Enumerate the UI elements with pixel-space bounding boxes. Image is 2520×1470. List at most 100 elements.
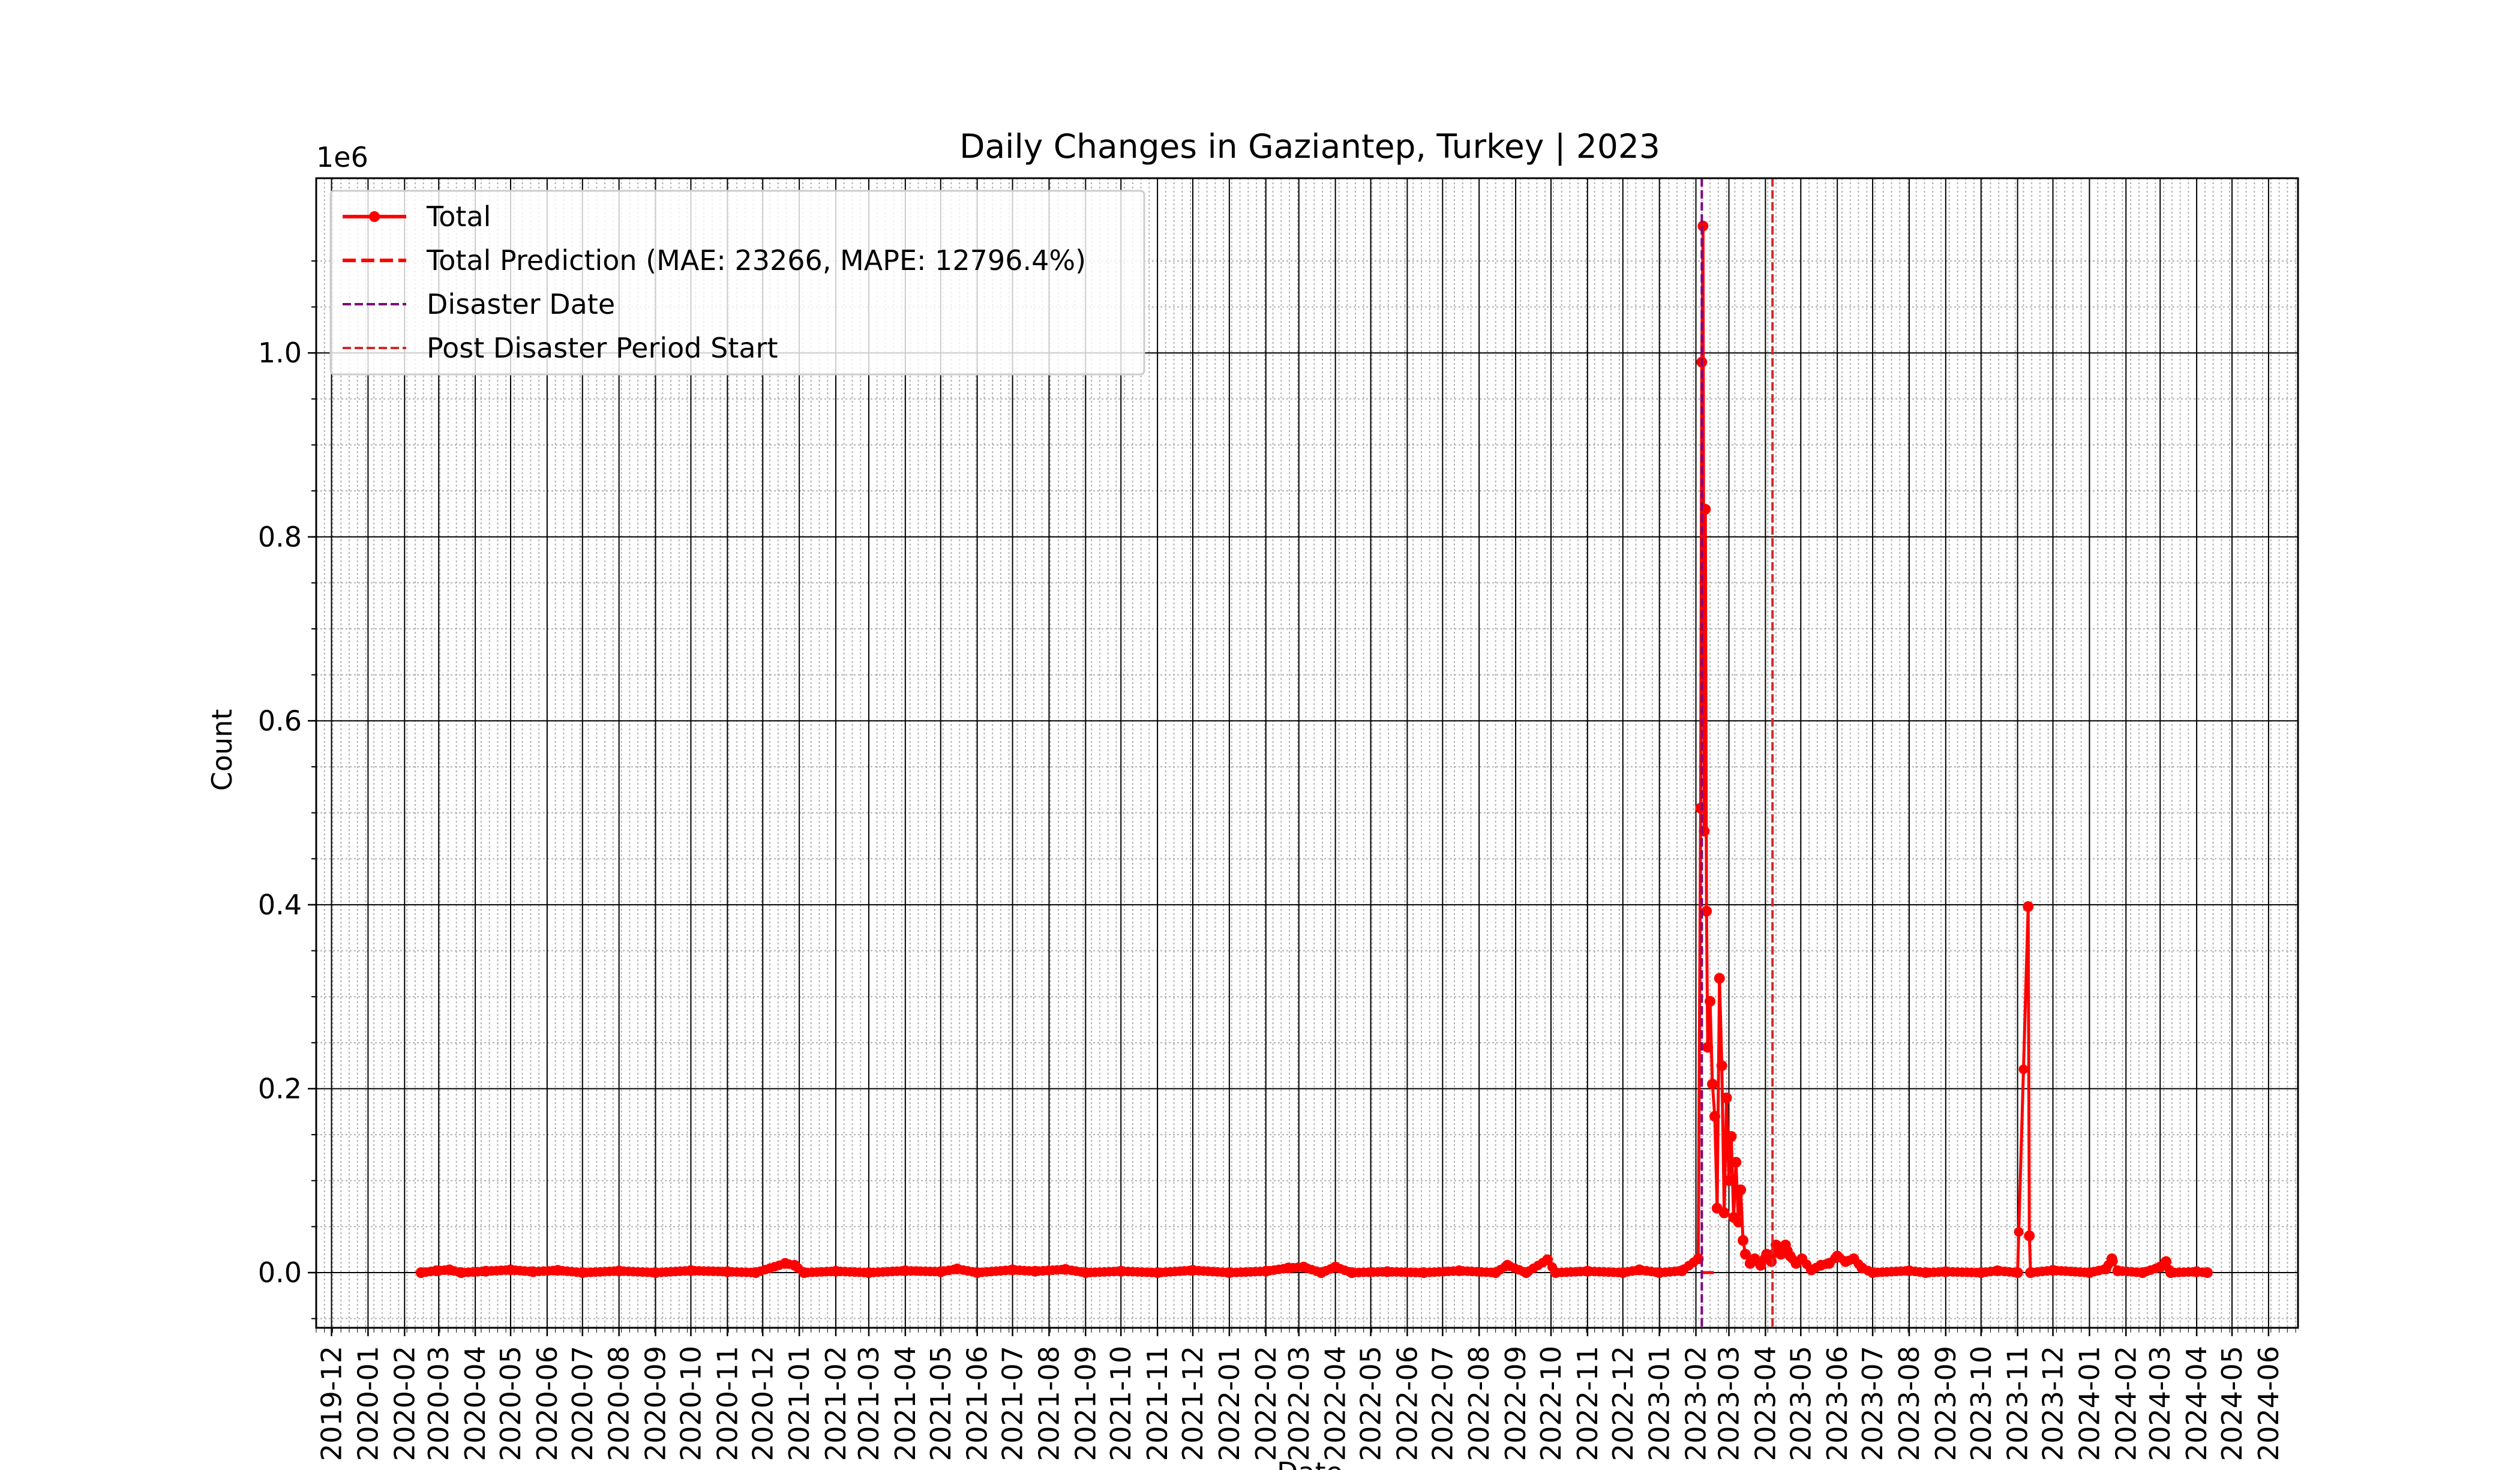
data-point-total	[2024, 1230, 2035, 1241]
data-point-total	[415, 1267, 427, 1279]
x-tick-label: 2020-07	[566, 1346, 599, 1461]
data-point-total	[1903, 1265, 1915, 1276]
x-tick-label: 2021-09	[1069, 1346, 1102, 1461]
data-point-total	[1418, 1267, 1429, 1279]
data-point-total	[1699, 826, 1710, 837]
x-tick-label: 2022-03	[1283, 1346, 1315, 1461]
data-point-total	[1654, 1267, 1665, 1279]
data-point-total	[2023, 901, 2034, 912]
data-point-total	[1453, 1265, 1465, 1276]
data-point-total	[1815, 1259, 1826, 1271]
legend: Total Total Prediction (MAE: 23266, MAPE…	[329, 190, 1145, 376]
data-point-total	[1676, 1265, 1687, 1276]
data-point-total	[1115, 1265, 1127, 1277]
legend-entry-prediction: Total Prediction (MAE: 23266, MAPE: 1279…	[343, 244, 1086, 277]
data-point-total	[1550, 1267, 1561, 1279]
data-point-total	[1714, 973, 1725, 984]
data-point-total	[722, 1266, 733, 1277]
data-point-total	[1707, 1078, 1718, 1090]
data-point-total	[2161, 1256, 2172, 1267]
x-tick-label: 2022-05	[1355, 1346, 1387, 1461]
data-point-total	[1490, 1267, 1501, 1279]
x-tick-label: 2024-03	[2144, 1346, 2176, 1461]
data-point-total	[1502, 1259, 1513, 1271]
legend-label-post-disaster: Post Disaster Period Start	[427, 332, 778, 364]
data-point-total	[2084, 1267, 2095, 1279]
data-point-total	[1730, 1157, 1742, 1168]
chart-title: Daily Changes in Gaziantep, Turkey | 202…	[959, 127, 1660, 166]
data-point-total	[952, 1263, 963, 1274]
data-point-total	[1060, 1264, 1071, 1275]
y-tick-label: 0.8	[258, 521, 302, 553]
data-point-total	[1832, 1250, 1843, 1262]
data-point-total	[1975, 1267, 1987, 1279]
data-point-total	[1029, 1265, 1040, 1277]
data-point-total	[577, 1267, 588, 1279]
data-point-total	[2047, 1265, 2059, 1276]
legend-marker-total	[369, 211, 380, 222]
y-tick-label: 0.0	[258, 1256, 302, 1289]
data-point-total	[455, 1267, 467, 1279]
data-point-total	[1283, 1262, 1294, 1274]
data-point-total	[1709, 1111, 1720, 1122]
data-point-total	[750, 1267, 761, 1279]
x-axis-label: Date	[1277, 1456, 1343, 1470]
x-tick-label: 2021-07	[997, 1346, 1029, 1461]
x-tick-label: 2022-11	[1571, 1346, 1604, 1461]
x-tick-label: 2020-04	[459, 1346, 491, 1461]
data-point-total	[1740, 1249, 1751, 1260]
y-tick-label: 0.2	[258, 1072, 302, 1105]
x-tick-label: 2023-01	[1643, 1346, 1676, 1461]
x-tick-label: 2021-02	[820, 1346, 852, 1461]
data-point-total	[779, 1258, 791, 1269]
x-tick-label: 2020-09	[640, 1346, 672, 1461]
legend-box	[329, 190, 1145, 376]
x-tick-label: 2022-09	[1499, 1346, 1532, 1461]
legend-label-prediction: Total Prediction (MAE: 23266, MAPE: 1279…	[426, 244, 1086, 277]
x-tick-label: 2022-06	[1391, 1346, 1423, 1461]
x-tick-label: 2023-02	[1680, 1346, 1712, 1461]
x-tick-label: 2023-11	[2002, 1346, 2034, 1461]
data-point-total	[1007, 1264, 1018, 1276]
legend-entry-post-disaster: Post Disaster Period Start	[343, 332, 778, 364]
data-point-total	[1723, 1175, 1735, 1186]
data-point-total	[2191, 1266, 2203, 1277]
x-tick-label: 2024-01	[2073, 1346, 2105, 1461]
data-point-total	[1738, 1235, 1749, 1246]
data-point-total	[863, 1267, 874, 1279]
data-point-total	[1152, 1267, 1163, 1279]
legend-entry-total: Total	[343, 200, 491, 233]
x-tick-label: 2020-06	[531, 1346, 563, 1461]
x-tick-label: 2022-07	[1426, 1346, 1459, 1461]
x-tick-label: 2023-12	[2037, 1346, 2069, 1461]
data-point-total	[1187, 1265, 1199, 1276]
x-tick-label: 2020-12	[746, 1346, 779, 1461]
x-tick-label: 2020-05	[494, 1346, 527, 1461]
y-axis-ticks: 0.0 0.2 0.4 0.6 0.8 1.0	[258, 260, 316, 1319]
data-point-total	[1705, 995, 1716, 1007]
x-tick-label: 2023-06	[1821, 1346, 1853, 1461]
data-point-total	[1856, 1262, 1868, 1274]
data-point-total	[1520, 1267, 1532, 1279]
x-tick-label: 2021-12	[1177, 1346, 1209, 1461]
data-point-total	[2012, 1267, 2023, 1279]
plot-frame	[315, 177, 2299, 1329]
data-point-total	[1260, 1265, 1271, 1277]
x-tick-label: 2022-01	[1213, 1346, 1246, 1461]
x-tick-label: 2020-01	[352, 1346, 384, 1461]
x-tick-label: 2021-05	[925, 1346, 957, 1461]
data-point-total	[2165, 1267, 2176, 1279]
x-tick-label: 2021-10	[1105, 1346, 1137, 1461]
data-point-total	[552, 1265, 563, 1276]
legend-label-disaster-date: Disaster Date	[427, 288, 615, 320]
data-point-total	[1735, 1184, 1747, 1196]
x-tick-label: 2020-02	[388, 1346, 421, 1461]
data-point-total	[1920, 1267, 1931, 1279]
data-point-total	[2137, 1267, 2148, 1279]
x-tick-label: 2019-12	[316, 1346, 348, 1461]
data-point-total	[2025, 1267, 2036, 1279]
data-point-total	[1542, 1254, 1553, 1265]
data-point-total	[1867, 1267, 1879, 1279]
data-point-total	[1716, 1060, 1727, 1072]
